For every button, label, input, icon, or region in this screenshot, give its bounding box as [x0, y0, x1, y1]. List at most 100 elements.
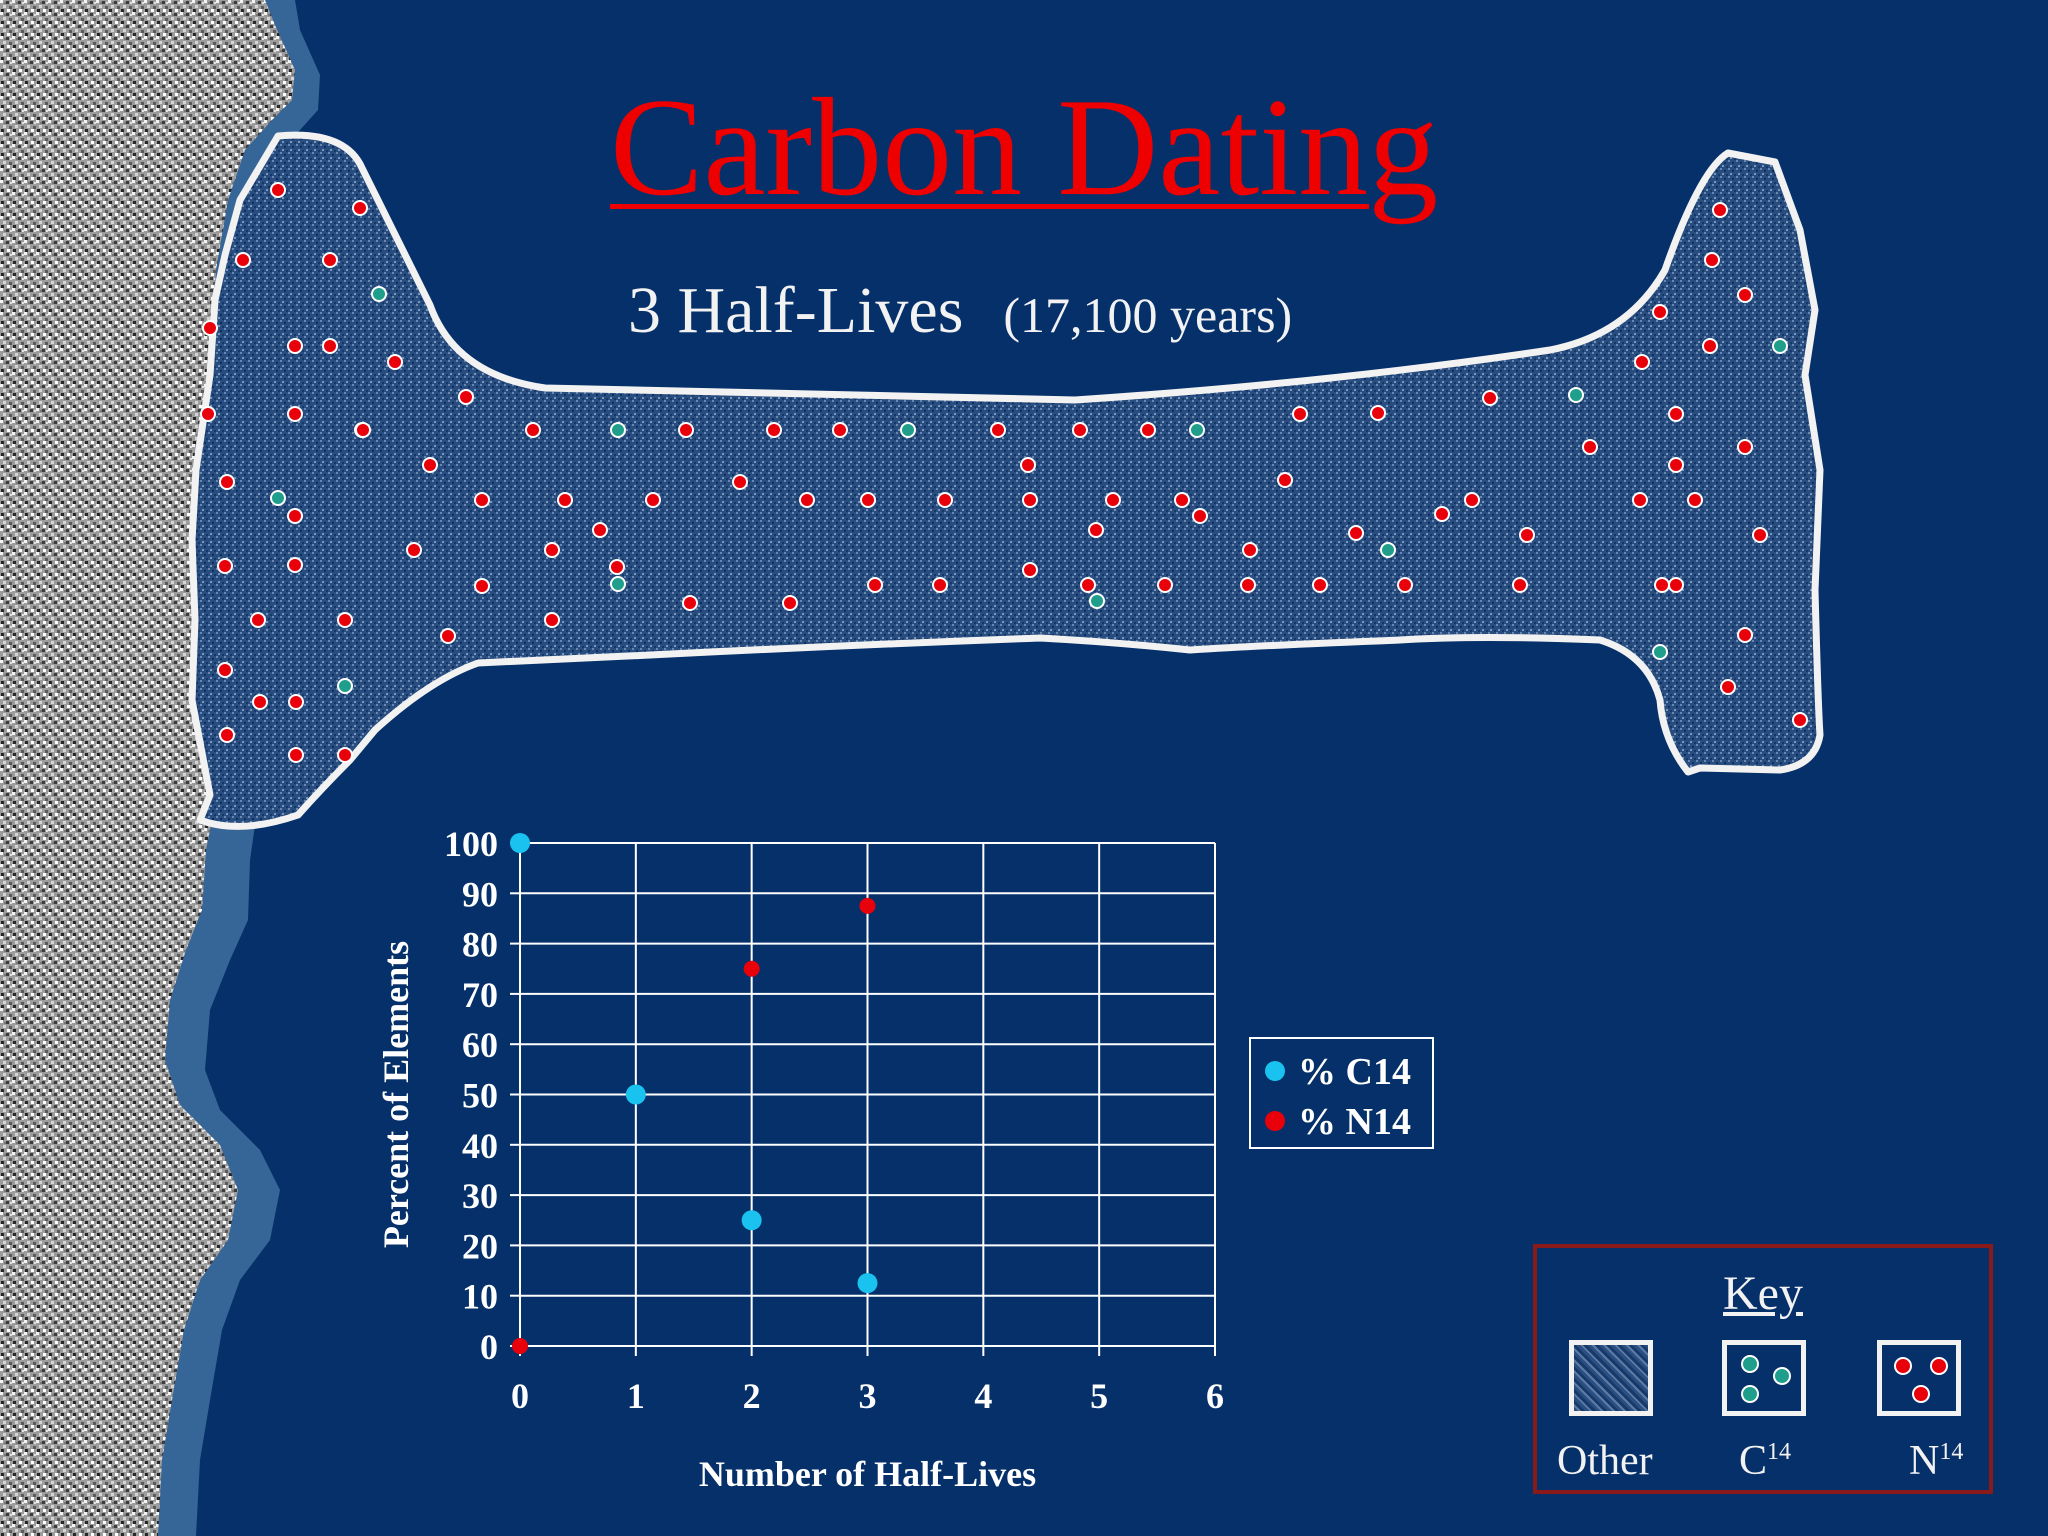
n14-atom: [1022, 562, 1038, 578]
c14-dot-icon: [1741, 1385, 1759, 1403]
n14-atom: [1792, 712, 1808, 728]
n14-atom: [557, 492, 573, 508]
n14-atom: [1020, 457, 1036, 473]
n14-atom: [1632, 492, 1648, 508]
c14-atom: [610, 576, 626, 592]
n14-atom: [1292, 406, 1308, 422]
n14-atom: [337, 612, 353, 628]
subtitle-half-lives: 3 Half-Lives: [628, 274, 964, 347]
n14-atom: [1080, 577, 1096, 593]
n14-atom: [474, 492, 490, 508]
n14-atom: [1668, 577, 1684, 593]
key-label-other: Other: [1557, 1438, 1653, 1484]
n14-atom: [422, 457, 438, 473]
c14-point: [741, 1210, 762, 1231]
n14-atom: [1312, 577, 1328, 593]
n14-atom: [682, 595, 698, 611]
c14-dot-icon: [1773, 1367, 1791, 1385]
key-box: Key Other C14 N14: [1533, 1244, 1993, 1494]
n14-atom: [235, 252, 251, 268]
subtitle-years: (17,100 years): [1003, 287, 1293, 343]
n14-dot-icon: [1930, 1357, 1948, 1375]
y-tick-label: 80: [462, 925, 498, 965]
red-dots-swatch-icon: [1877, 1340, 1961, 1416]
y-tick-label: 90: [462, 874, 498, 914]
y-tick-label: 0: [480, 1327, 498, 1367]
key-title: Key: [1723, 1267, 1803, 1320]
n14-atom: [1737, 287, 1753, 303]
key-label-n14: N14: [1909, 1438, 1964, 1484]
n14-atom: [287, 406, 303, 422]
n14-atom: [287, 557, 303, 573]
n14-atom: [1397, 577, 1413, 593]
x-tick-label: 3: [859, 1376, 877, 1416]
n14-atom: [782, 595, 798, 611]
x-tick-label: 1: [627, 1376, 645, 1416]
n14-atom: [937, 492, 953, 508]
n14-atom: [678, 422, 694, 438]
x-tick-label: 0: [511, 1376, 529, 1416]
n14-atom: [337, 747, 353, 763]
n14-atom: [1088, 522, 1104, 538]
x-axis-title: Number of Half-Lives: [699, 1454, 1036, 1494]
teal-dots-swatch-icon: [1722, 1340, 1806, 1416]
y-tick-label: 50: [462, 1076, 498, 1116]
n14-atom: [288, 747, 304, 763]
n14-atom: [270, 182, 286, 198]
y-tick-label: 40: [462, 1126, 498, 1166]
legend-c14-label: % C14: [1298, 1051, 1411, 1093]
n14-atom: [1192, 508, 1208, 524]
n14-atom: [1174, 492, 1190, 508]
n14-atom: [219, 727, 235, 743]
legend-n14-label: % N14: [1298, 1101, 1411, 1143]
n14-atom: [252, 694, 268, 710]
c14-point: [510, 833, 530, 853]
n14-atom: [406, 542, 422, 558]
n14-atom: [832, 422, 848, 438]
n14-atom: [860, 492, 876, 508]
n14-atom: [440, 628, 456, 644]
half-life-chart: 0 10 20 30 40 50 60 70 80 90 100 0 1 2 3 4 5 6 Number of H…: [376, 824, 1434, 1494]
n14-atom: [799, 492, 815, 508]
n14-atom: [645, 492, 661, 508]
n14-dot-icon: [1912, 1385, 1930, 1403]
n14-atom: [1737, 439, 1753, 455]
slide-title: Carbon Dating: [610, 70, 1439, 225]
c14-dot-icon: [1741, 1355, 1759, 1373]
n14-atom: [250, 612, 266, 628]
y-tick-label: 100: [444, 824, 498, 864]
n14-atom: [732, 474, 748, 490]
x-tick-label: 6: [1206, 1376, 1224, 1416]
n14-atom: [1240, 577, 1256, 593]
c14-atom: [270, 490, 286, 506]
n14-atom: [1242, 542, 1258, 558]
y-axis-title: Percent of Elements: [376, 941, 416, 1248]
y-tick-label: 30: [462, 1176, 498, 1216]
legend-n14-marker: [1265, 1111, 1285, 1131]
n14-atom: [1668, 406, 1684, 422]
n14-atom: [1752, 527, 1768, 543]
n14-point: [743, 960, 760, 977]
n14-atom: [1512, 577, 1528, 593]
n14-atom: [1348, 525, 1364, 541]
n14-atom: [592, 522, 608, 538]
n14-atom: [544, 612, 560, 628]
slide-subtitle: 3 Half-Lives (17,100 years): [628, 278, 1292, 344]
y-tick-label: 60: [462, 1025, 498, 1065]
n14-atom: [1277, 472, 1293, 488]
y-tick-label: 10: [462, 1277, 498, 1317]
n14-atom: [202, 320, 218, 336]
n14-atom: [1022, 492, 1038, 508]
n14-atom: [1654, 577, 1670, 593]
c14-atom: [1568, 387, 1584, 403]
n14-atom: [1482, 390, 1498, 406]
n14-atom: [525, 422, 541, 438]
n14-atom: [219, 474, 235, 490]
n14-point: [512, 1338, 528, 1354]
c14-atom: [1189, 422, 1205, 438]
n14-atom: [1434, 506, 1450, 522]
n14-atom: [1704, 252, 1720, 268]
n14-point: [859, 897, 876, 914]
